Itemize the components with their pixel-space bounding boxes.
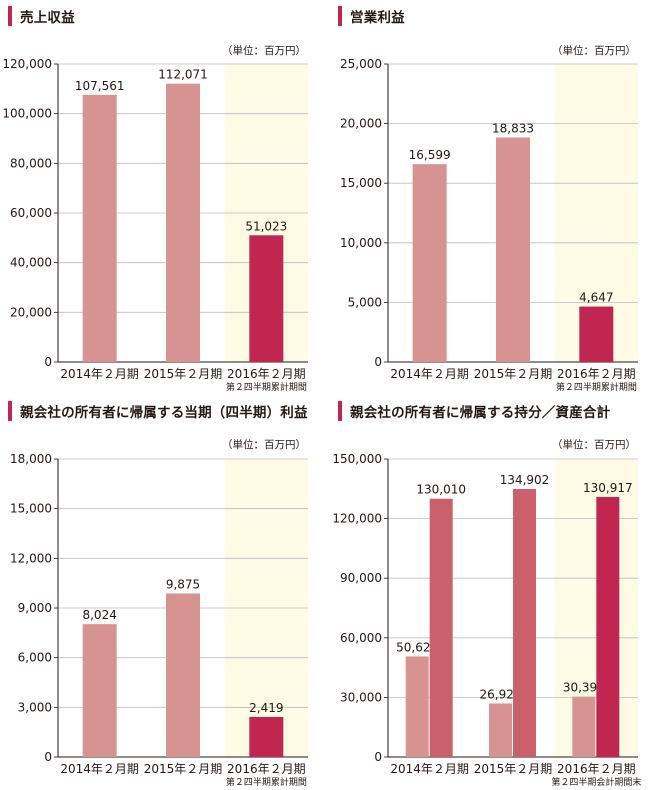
unit-label: （単位：百万円） <box>552 45 636 57</box>
bar <box>489 703 512 757</box>
y-tick-label: 0 <box>374 750 382 764</box>
data-label: 112,071 <box>158 68 208 82</box>
sales-revenue-chart: 売上収益 （単位：百万円） 0 20,000 40,000 60,000 80,000 1… <box>0 0 330 395</box>
bar <box>572 696 596 757</box>
bar <box>429 498 453 757</box>
x-tick-label: 2016年２月期 <box>557 367 636 381</box>
y-tick-label: 60,000 <box>10 206 52 220</box>
y-tick-label: 100,000 <box>2 107 52 121</box>
bar <box>579 306 614 362</box>
y-tick-label: 0 <box>44 355 52 369</box>
data-label: 50,621 <box>396 640 438 654</box>
x-tick-label: 2015年２月期 <box>144 367 223 381</box>
bar <box>249 235 284 362</box>
x-tick-label: 2015年２月期 <box>474 762 553 776</box>
y-tick-label: 150,000 <box>332 452 382 466</box>
bar <box>596 496 620 757</box>
chart-plot: 0 30,000 60,000 90,000 120,000 150,000 50,621 1… <box>332 452 641 788</box>
chart-title: 営業利益 <box>350 10 405 26</box>
x-tick-label: 2014年２月期 <box>60 762 139 776</box>
unit-label: （単位：百万円） <box>552 439 636 451</box>
y-tick-label: 90,000 <box>340 571 382 585</box>
title-accent-bar <box>8 6 12 26</box>
title-accent-bar <box>338 6 342 26</box>
equity-total-assets-chart: 親会社の所有者に帰属する持分／資産合計 （単位：百万円） 0 30,000 60,0… <box>330 395 660 790</box>
panel-title: 親会社の所有者に帰属する持分／資産合計 <box>338 401 610 421</box>
data-label: 30,393 <box>563 681 605 695</box>
y-tick-label: 20,000 <box>340 117 382 131</box>
net-profit-chart: 親会社の所有者に帰属する当期（四半期）利益 （単位：百万円） 0 3,000 6,0… <box>0 395 330 790</box>
y-tick-label: 10,000 <box>340 236 382 250</box>
x-tick-label: 2014年２月期 <box>390 367 469 381</box>
y-tick-label: 120,000 <box>332 512 382 526</box>
data-label: 18,833 <box>492 122 534 136</box>
x-tick-label: 2015年２月期 <box>144 762 223 776</box>
y-tick-label: 25,000 <box>340 57 382 71</box>
data-label: 9,875 <box>166 578 200 592</box>
data-label: 107,561 <box>75 79 125 93</box>
y-tick-label: 15,000 <box>340 176 382 190</box>
chart-title: 売上収益 <box>20 10 75 26</box>
panel-title: 親会社の所有者に帰属する当期（四半期）利益 <box>8 401 308 421</box>
data-label: 134,902 <box>500 473 550 487</box>
title-accent-bar <box>8 401 12 421</box>
y-tick-label: 40,000 <box>10 256 52 270</box>
data-label: 2,419 <box>249 701 283 715</box>
panel-title: 営業利益 <box>338 6 405 26</box>
y-tick-label: 30,000 <box>340 690 382 704</box>
y-tick-label: 3,000 <box>18 700 52 714</box>
chart-plot: 0 5,000 10,000 15,000 20,000 25,000 16,599 2014… <box>340 57 638 393</box>
y-tick-label: 15,000 <box>10 502 52 516</box>
bar <box>249 716 284 757</box>
y-tick-label: 80,000 <box>10 156 52 170</box>
y-tick-label: 120,000 <box>2 57 52 71</box>
x-tick-sublabel: 第２四半期累計期間 <box>226 381 307 393</box>
y-tick-label: 20,000 <box>10 305 52 319</box>
operating-profit-chart: 営業利益 （単位：百万円） 0 5,000 10,000 15,000 20,000 25… <box>330 0 660 395</box>
bar <box>405 656 429 757</box>
unit-label: （単位：百万円） <box>222 439 306 451</box>
y-tick-label: 6,000 <box>18 651 52 665</box>
bar <box>82 624 117 757</box>
y-tick-label: 5,000 <box>348 295 382 309</box>
x-tick-label: 2014年２月期 <box>60 367 139 381</box>
data-label: 16,599 <box>409 148 451 162</box>
x-tick-sublabel: 第２四半期累計期間 <box>556 381 637 393</box>
x-tick-sublabel: 第２四半期会計期間末 <box>551 776 641 788</box>
data-label: 8,024 <box>82 608 116 622</box>
unit-label: （単位：百万円） <box>222 45 306 57</box>
bar <box>82 94 117 362</box>
data-label: 51,023 <box>245 219 287 233</box>
bar <box>166 83 200 362</box>
chart-plot: 0 20,000 40,000 60,000 80,000 100,000 120,000 1… <box>2 57 308 393</box>
y-tick-label: 9,000 <box>18 601 52 615</box>
y-tick-label: 18,000 <box>10 452 52 466</box>
y-tick-label: 60,000 <box>340 631 382 645</box>
bar <box>412 164 447 362</box>
x-tick-label: 2014年２月期 <box>390 762 469 776</box>
data-label: 26,924 <box>480 688 522 702</box>
panel-title: 売上収益 <box>8 6 75 26</box>
x-tick-label: 2016年２月期 <box>227 762 306 776</box>
x-tick-label: 2016年２月期 <box>227 367 306 381</box>
x-tick-label: 2015年２月期 <box>474 367 553 381</box>
y-tick-label: 0 <box>44 750 52 764</box>
y-tick-label: 0 <box>374 355 382 369</box>
x-tick-sublabel: 第２四半期累計期間 <box>226 776 307 788</box>
data-label: 130,010 <box>416 483 466 497</box>
chart-title: 親会社の所有者に帰属する持分／資産合計 <box>350 405 611 421</box>
bar <box>166 593 200 757</box>
y-tick-label: 12,000 <box>10 551 52 565</box>
data-label: 4,647 <box>579 291 613 305</box>
bar <box>496 137 530 362</box>
chart-title: 親会社の所有者に帰属する当期（四半期）利益 <box>20 405 308 421</box>
data-label: 130,917 <box>583 481 633 495</box>
bar <box>513 488 536 757</box>
title-accent-bar <box>338 401 342 421</box>
x-tick-label: 2016年２月期 <box>557 762 636 776</box>
chart-plot: 0 3,000 6,000 9,000 12,000 15,000 18,000 8,024 2… <box>10 452 308 788</box>
